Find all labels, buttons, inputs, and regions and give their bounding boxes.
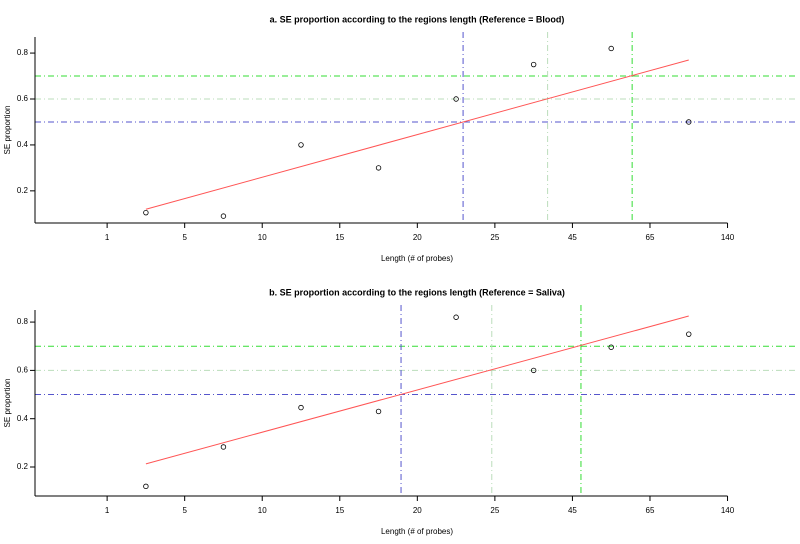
x-tick-label: 5 — [182, 506, 187, 515]
x-tick-label: 25 — [490, 233, 499, 242]
point — [143, 483, 149, 490]
point — [530, 61, 537, 68]
point — [143, 209, 149, 216]
point — [530, 367, 537, 374]
y-tick-label: 0.2 — [17, 186, 29, 195]
y-tick-label: 0.8 — [17, 317, 29, 326]
fit-line — [145, 59, 689, 210]
x-tick-label: 45 — [568, 233, 577, 242]
point — [298, 142, 304, 148]
y-tick-label: 0.4 — [17, 140, 29, 149]
point — [686, 331, 692, 337]
x-tick-label: 20 — [413, 506, 422, 515]
y-tick-label: 0.6 — [17, 94, 29, 103]
x-tick-label: 20 — [413, 233, 422, 242]
x-axis-label: Length (# of probes) — [381, 254, 453, 263]
y-tick-label: 0.6 — [17, 365, 29, 374]
point — [220, 213, 227, 219]
x-tick-label: 65 — [646, 233, 655, 242]
x-tick-label: 1 — [105, 233, 110, 242]
point — [453, 96, 459, 102]
point — [375, 165, 382, 171]
y-tick-label: 0.2 — [17, 462, 29, 471]
chart-title: b. SE proportion according to the region… — [269, 287, 565, 297]
x-tick-label: 25 — [490, 506, 499, 515]
x-tick-label: 10 — [258, 506, 267, 515]
point — [375, 408, 382, 415]
x-tick-label: 15 — [335, 506, 344, 515]
point — [220, 444, 227, 450]
x-tick-label: 5 — [182, 233, 187, 242]
x-tick-label: 45 — [568, 506, 577, 515]
x-tick-label: 140 — [721, 233, 735, 242]
point — [608, 344, 614, 350]
point — [686, 119, 692, 125]
chart-title: a. SE proportion according to the region… — [270, 14, 565, 24]
fit-line — [145, 315, 689, 465]
x-tick-label: 1 — [105, 506, 110, 515]
x-tick-label: 65 — [646, 506, 655, 515]
x-tick-label: 140 — [721, 506, 735, 515]
x-tick-label: 15 — [335, 233, 344, 242]
point — [298, 404, 304, 411]
y-axis-label: SE proportion — [3, 379, 12, 428]
x-tick-label: 10 — [258, 233, 267, 242]
y-tick-label: 0.8 — [17, 48, 29, 57]
point — [608, 45, 614, 52]
y-tick-label: 0.4 — [17, 414, 29, 423]
y-axis-label: SE proportion — [3, 106, 12, 155]
x-axis-label: Length (# of probes) — [381, 527, 453, 536]
point — [453, 314, 459, 320]
